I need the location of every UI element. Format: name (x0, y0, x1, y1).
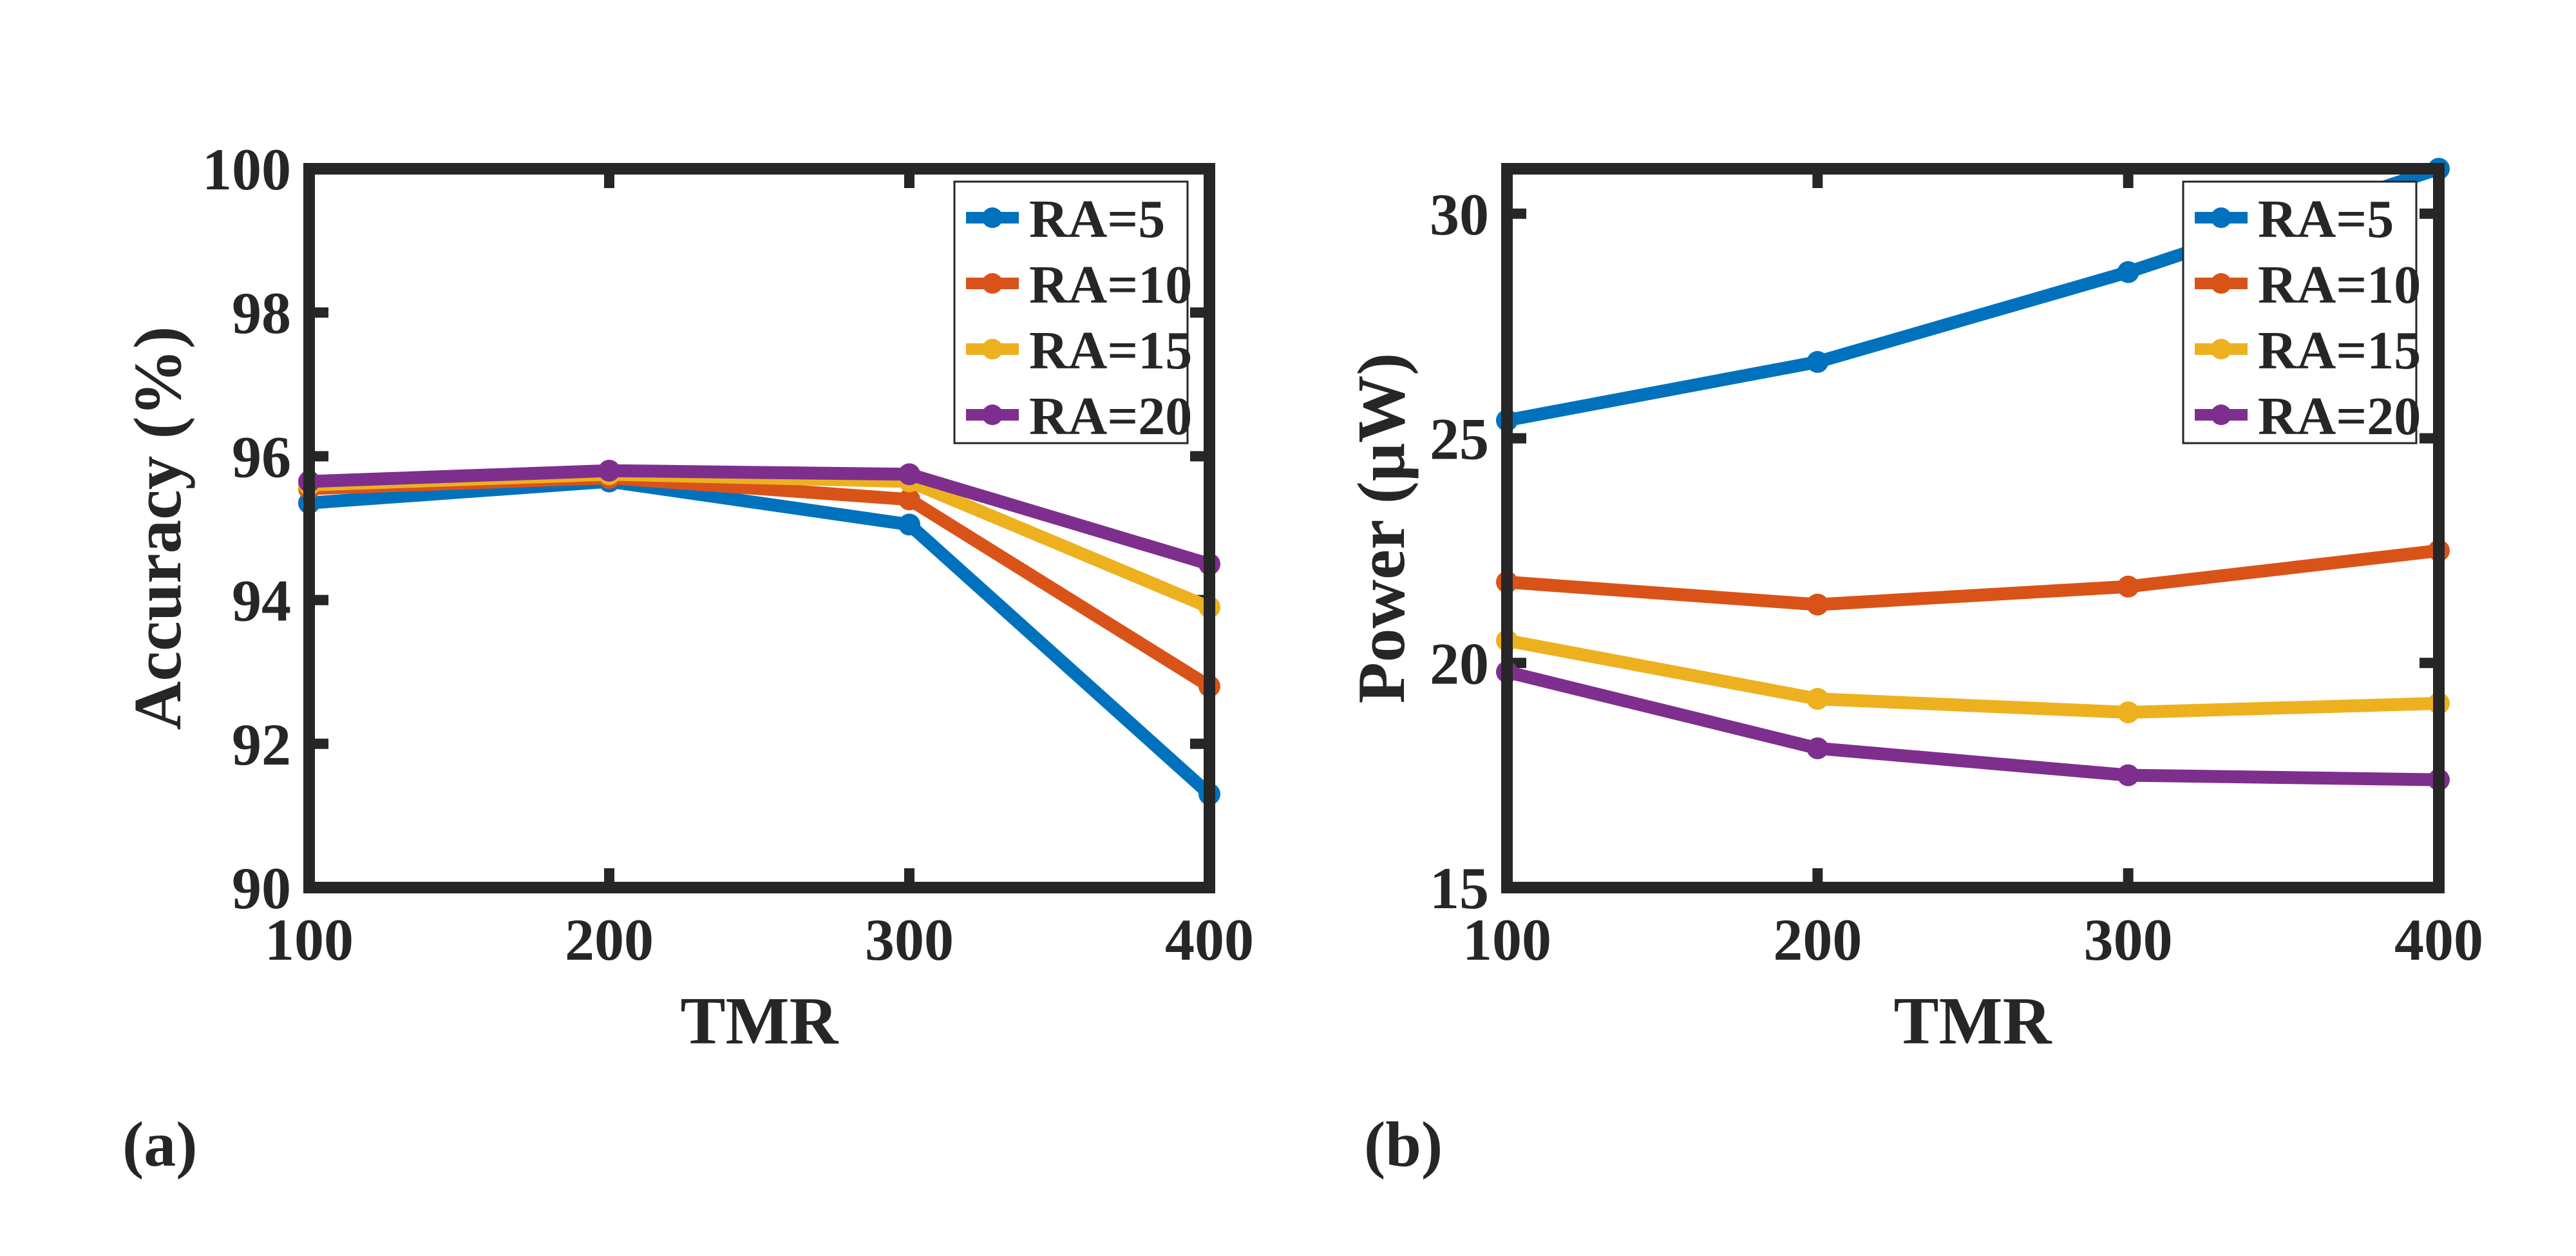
y-tick-label: 98 (232, 280, 291, 346)
legend-marker (982, 404, 1003, 425)
series-line-ra-15 (1501, 634, 2445, 719)
legend-marker (2211, 339, 2231, 359)
series-line-ra-10 (1501, 544, 2445, 611)
x-tick-label: 300 (865, 907, 954, 973)
data-point-ra-5 (898, 513, 920, 536)
x-tick-label: 200 (565, 907, 654, 973)
axes-frame (303, 163, 1215, 893)
data-point-ra-20 (2117, 764, 2139, 786)
series-line-ra-20 (1501, 665, 2445, 786)
legend-label: RA=5 (2258, 189, 2394, 249)
legend-label: RA=15 (1029, 321, 1192, 381)
x-tick-label: 200 (1773, 907, 1862, 973)
y-tick-label: 100 (202, 137, 291, 202)
y-tick-label: 25 (1430, 406, 1489, 472)
legend-marker (2211, 404, 2231, 425)
x-axis-label: TMR (681, 983, 839, 1058)
x-tick-label: 100 (1463, 907, 1551, 973)
y-tick-label: 30 (1430, 182, 1489, 247)
legend-label: RA=20 (1029, 386, 1192, 446)
y-tick-label: 96 (232, 424, 291, 490)
y-axis-label: Power (μW) (1343, 353, 1419, 703)
x-tick-label: 400 (2394, 907, 2483, 973)
data-point-ra-15 (2117, 701, 2139, 723)
x-tick-label: 100 (265, 907, 354, 973)
series-line-ra-20 (303, 464, 1216, 571)
data-point-ra-5 (1806, 350, 1829, 373)
legend-marker (2211, 207, 2231, 228)
legend-label: RA=20 (2258, 386, 2421, 446)
axes-frame (1501, 163, 2445, 893)
data-point-ra-10 (2117, 575, 2139, 598)
legend-label: RA=15 (2258, 321, 2421, 381)
panel-label: (a) (122, 1109, 198, 1180)
legend-label: RA=10 (2258, 255, 2421, 315)
legend-marker (2211, 273, 2231, 294)
data-point-ra-20 (898, 463, 920, 486)
panel-label: (b) (1364, 1109, 1443, 1180)
series-line-ra-5 (303, 475, 1216, 801)
data-point-ra-20 (598, 459, 620, 482)
y-tick-label: 94 (232, 568, 291, 634)
x-tick-label: 400 (1165, 907, 1254, 973)
y-axis-label: Accuracy (%) (120, 327, 195, 730)
data-point-ra-15 (1806, 688, 1829, 710)
legend-label: RA=5 (1029, 189, 1165, 249)
data-point-ra-5 (2117, 261, 2139, 283)
data-point-ra-20 (1806, 737, 1829, 759)
legend-marker (982, 207, 1003, 228)
y-tick-label: 15 (1430, 855, 1489, 921)
x-tick-label: 300 (2084, 907, 2173, 973)
chart-a: 90 92 94 96 98 100 100 200 300 400 RA=5RA=10RA=15R… (120, 137, 1254, 1180)
x-axis-label: TMR (1894, 983, 2052, 1058)
y-tick-label: 20 (1430, 631, 1489, 696)
legend-marker (982, 339, 1003, 359)
data-point-ra-10 (1806, 593, 1829, 616)
y-tick-label: 92 (232, 712, 291, 777)
legend-marker (982, 273, 1003, 294)
data-point-ra-10 (898, 488, 920, 511)
y-tick-label: 90 (232, 855, 291, 921)
legend-label: RA=10 (1029, 255, 1192, 315)
